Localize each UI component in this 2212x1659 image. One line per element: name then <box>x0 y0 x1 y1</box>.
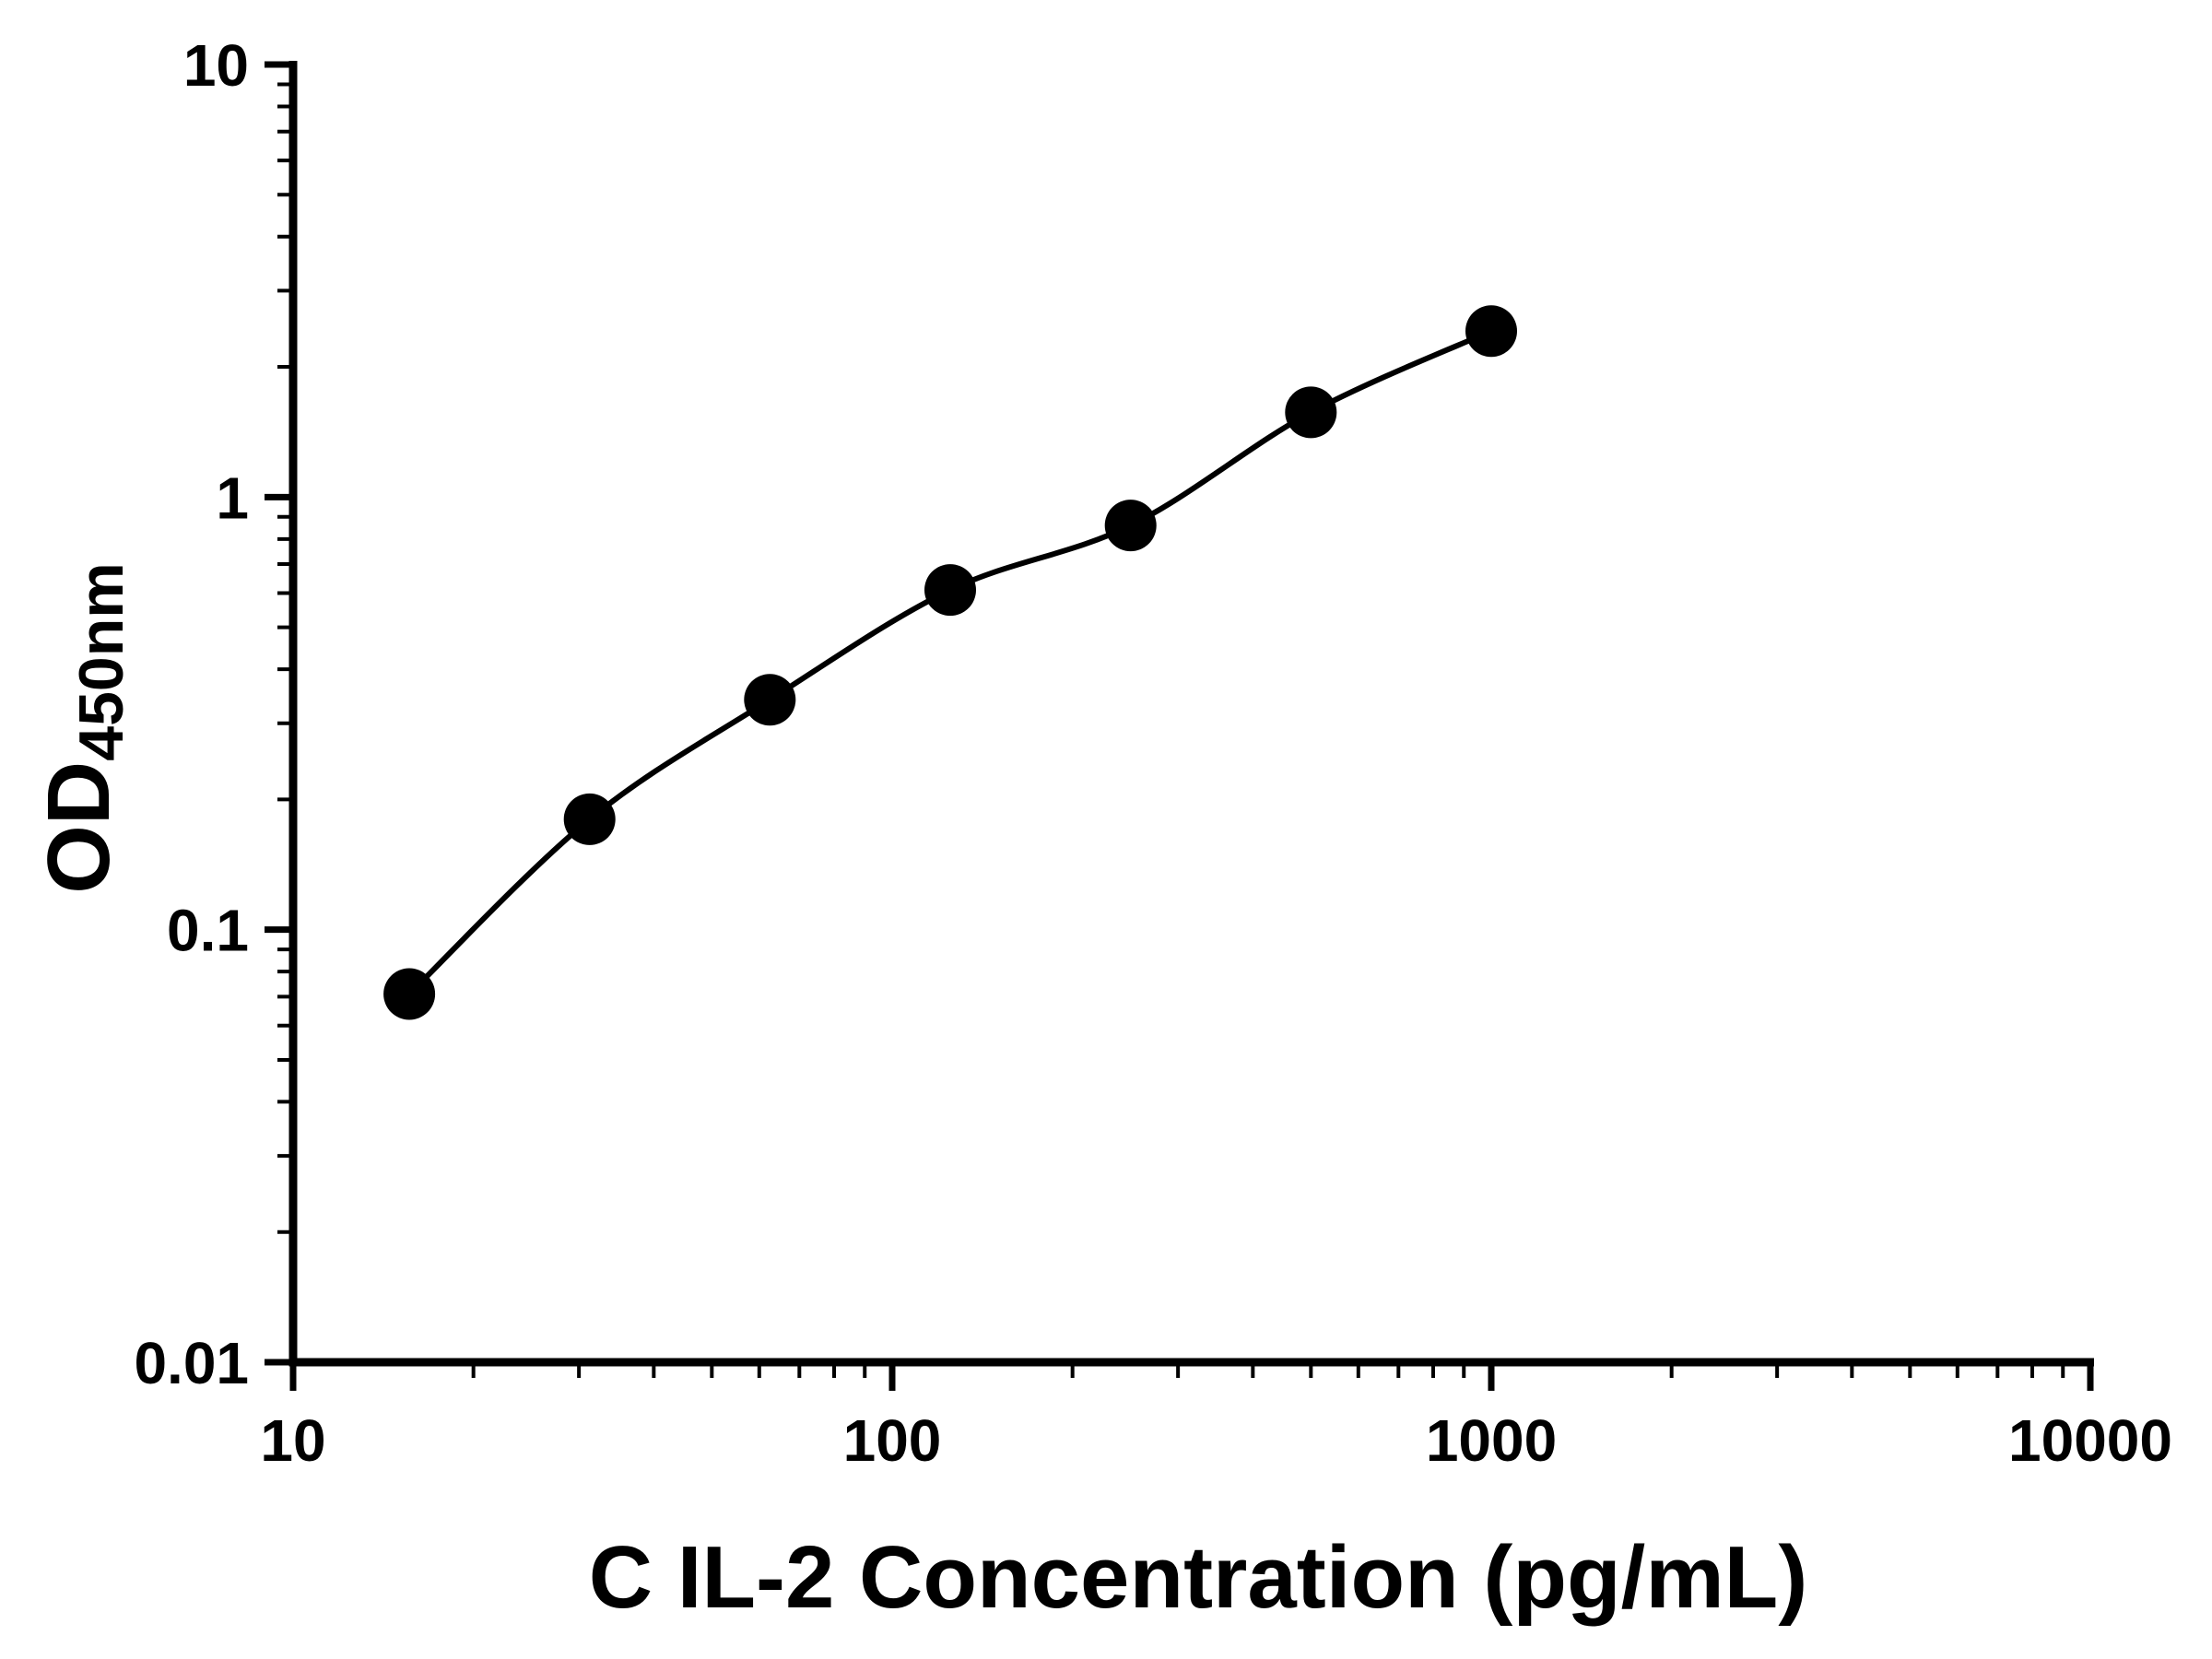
y-tick-label: 10 <box>183 32 249 99</box>
x-tick-label: 10000 <box>2008 1407 2172 1474</box>
data-point <box>744 674 796 726</box>
data-point <box>563 793 616 845</box>
y-axis-title-text: OD <box>29 760 129 894</box>
data-point <box>1465 305 1517 358</box>
y-tick-label: 1 <box>216 465 249 531</box>
data-point <box>1104 500 1157 552</box>
y-axis-title: OD450nm <box>29 562 137 893</box>
x-tick-label: 100 <box>843 1407 942 1474</box>
x-tick-label: 1000 <box>1426 1407 1557 1474</box>
x-axis-title: C IL-2 Concentration (pg/mL) <box>588 1528 1808 1627</box>
y-axis-title-subscript: 450nm <box>65 562 136 761</box>
data-point <box>924 564 976 617</box>
y-tick-label: 0.1 <box>167 898 249 964</box>
x-tick-label: 10 <box>260 1407 325 1474</box>
data-point <box>1285 386 1337 439</box>
data-point <box>383 968 436 1020</box>
y-tick-label: 0.01 <box>134 1330 249 1396</box>
